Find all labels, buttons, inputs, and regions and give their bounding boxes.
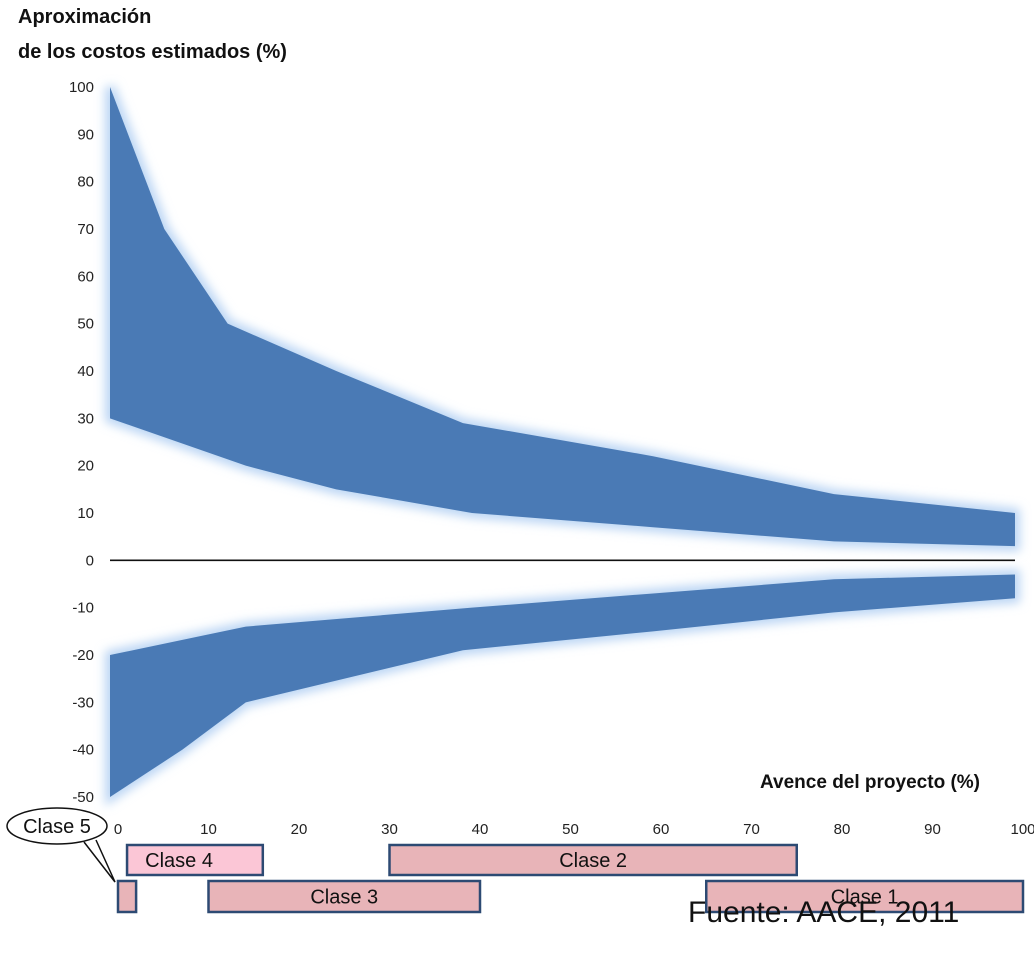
- y-tick-label: 20: [77, 458, 94, 475]
- phase-bar: [705, 879, 1025, 914]
- accuracy-band-1: [110, 87, 1015, 547]
- x-tick-label: 80: [834, 821, 851, 838]
- x-tick-label: 0: [114, 821, 122, 838]
- phase-label: Clase 2: [559, 850, 627, 872]
- y-tick-label: -30: [72, 694, 94, 711]
- y-tick-label: 90: [77, 126, 94, 143]
- x-tick-label: 60: [653, 821, 670, 838]
- x-axis-ticks: 0 10 20 30 40 50 60 70 80 90 100: [114, 821, 1034, 838]
- y-tick-label: 40: [77, 363, 94, 380]
- y-axis-label-line-2: de los costos estimados (%): [18, 41, 287, 63]
- x-tick-label: 90: [924, 821, 941, 838]
- y-tick-label: -20: [72, 647, 94, 664]
- phase-label: Clase 3: [310, 887, 378, 909]
- y-tick-label: 10: [77, 505, 94, 522]
- x-tick-label: 50: [562, 821, 579, 838]
- x-tick-label: 40: [472, 821, 489, 838]
- phase-bar: [388, 843, 798, 877]
- y-tick-label: 30: [77, 410, 94, 427]
- callout-pointer: [83, 839, 116, 883]
- y-tick-label: -40: [72, 742, 94, 759]
- phase-bar: [125, 843, 265, 877]
- y-tick-label: 0: [86, 552, 94, 569]
- accuracy-band-2: [110, 574, 1015, 797]
- phase-bars: Clase 5 Clase 4 Clase 3 Clase 2 Clase 1: [6, 807, 1025, 914]
- phase-label: Clase 4: [145, 850, 213, 872]
- y-axis-label-line-1: Aproximación: [18, 6, 152, 28]
- source-note: Fuente: AACE, 2011: [688, 896, 960, 929]
- bands: [110, 87, 1015, 797]
- x-tick-label: 70: [743, 821, 760, 838]
- y-tick-label: 80: [77, 174, 94, 191]
- phase-bar: [207, 879, 482, 914]
- phase-label: Clase 1: [831, 887, 899, 909]
- x-tick-label: 30: [381, 821, 398, 838]
- y-tick-label: -10: [72, 600, 94, 617]
- x-tick-label: 20: [291, 821, 308, 838]
- phase-label: Clase 5: [23, 816, 91, 838]
- y-tick-label: 50: [77, 316, 94, 333]
- phase-bar: [116, 879, 138, 914]
- x-tick-label: 10: [200, 821, 217, 838]
- y-tick-label: -50: [72, 789, 94, 806]
- y-tick-label: 100: [69, 79, 94, 96]
- x-tick-label: 100: [1010, 821, 1034, 838]
- y-tick-label: 70: [77, 221, 94, 238]
- x-axis-label: Avence del proyecto (%): [760, 772, 980, 793]
- callout-bubble: [6, 807, 108, 845]
- y-tick-label: 60: [77, 268, 94, 285]
